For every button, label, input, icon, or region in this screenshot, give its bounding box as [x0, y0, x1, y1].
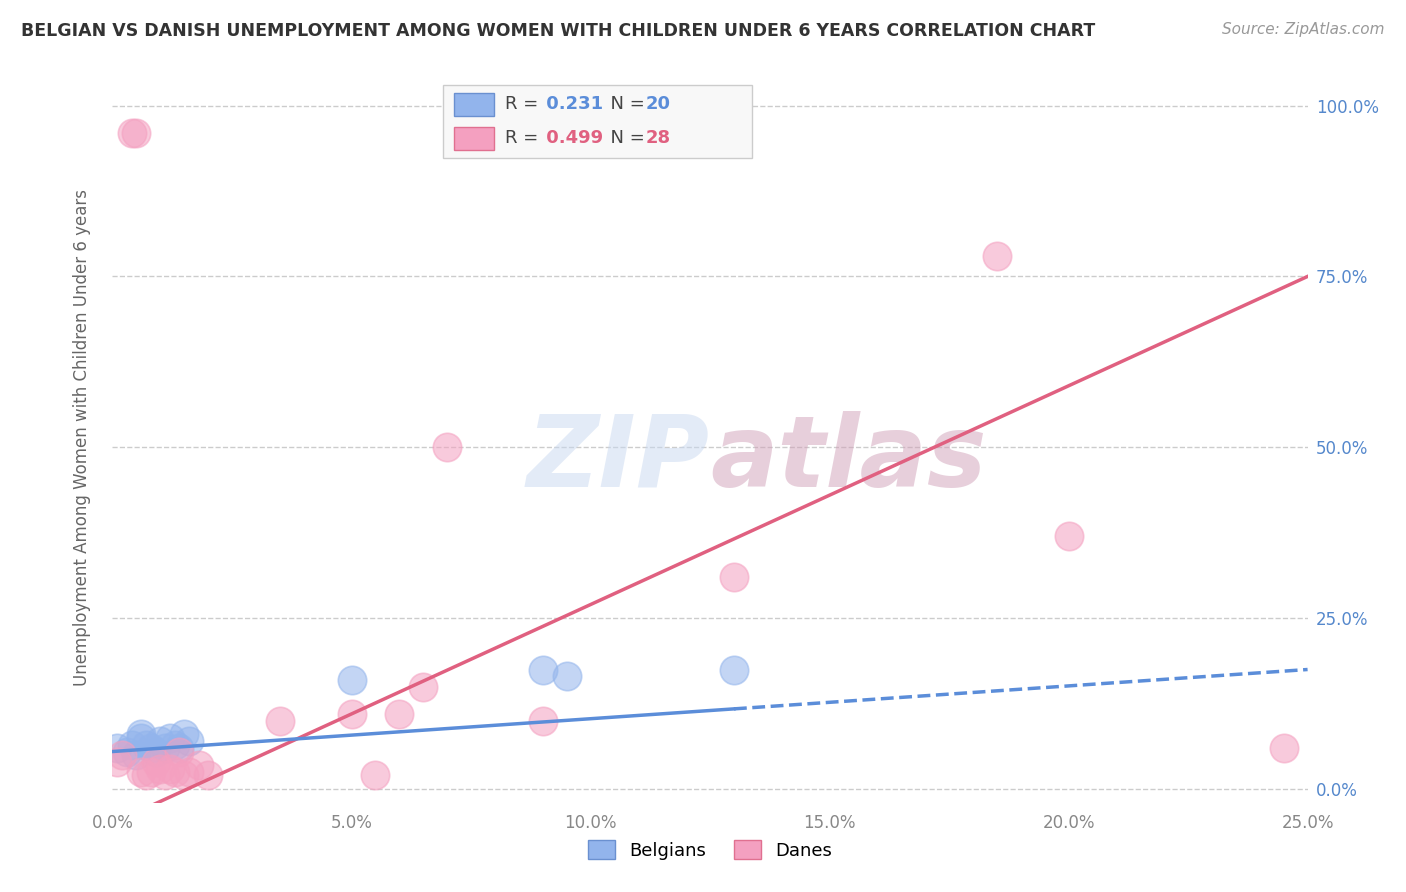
Point	[125, 126, 148, 140]
Text: BELGIAN VS DANISH UNEMPLOYMENT AMONG WOMEN WITH CHILDREN UNDER 6 YEARS CORRELATI: BELGIAN VS DANISH UNEMPLOYMENT AMONG WOM…	[21, 22, 1095, 40]
Point	[163, 765, 186, 780]
Point	[135, 768, 157, 782]
Point	[364, 768, 387, 782]
Point	[149, 734, 172, 748]
Point	[986, 249, 1008, 263]
Point	[340, 706, 363, 721]
Point	[121, 126, 143, 140]
Point	[173, 768, 195, 782]
Point	[153, 768, 176, 782]
Point	[169, 741, 191, 756]
Point	[412, 680, 434, 694]
Point	[187, 758, 209, 772]
Point	[531, 663, 554, 677]
Point	[197, 768, 219, 782]
Point	[145, 745, 167, 759]
Y-axis label: Unemployment Among Women with Children Under 6 years: Unemployment Among Women with Children U…	[73, 188, 91, 686]
Point	[149, 762, 172, 776]
Point	[105, 741, 128, 756]
Text: Source: ZipAtlas.com: Source: ZipAtlas.com	[1222, 22, 1385, 37]
Point	[555, 669, 578, 683]
Point	[388, 706, 411, 721]
Point	[145, 755, 167, 769]
Point	[723, 663, 745, 677]
Text: atlas: atlas	[710, 410, 987, 508]
Point	[105, 755, 128, 769]
Text: N =: N =	[599, 95, 651, 113]
Text: N =: N =	[599, 129, 651, 147]
Point	[159, 731, 181, 745]
Point	[115, 745, 138, 759]
Point	[129, 765, 152, 780]
Text: 0.499: 0.499	[540, 129, 603, 147]
Point	[139, 741, 162, 756]
Point	[436, 440, 458, 454]
Point	[125, 747, 148, 762]
Text: 28: 28	[645, 129, 671, 147]
Point	[169, 745, 191, 759]
Point	[723, 570, 745, 584]
Point	[139, 765, 162, 780]
Text: R =: R =	[505, 95, 544, 113]
Point	[340, 673, 363, 687]
Text: 20: 20	[645, 95, 671, 113]
Point	[135, 738, 157, 752]
Text: 0.231: 0.231	[540, 95, 603, 113]
Point	[159, 762, 181, 776]
Point	[163, 738, 186, 752]
Point	[129, 731, 152, 745]
Point	[269, 714, 291, 728]
Point	[531, 714, 554, 728]
Text: R =: R =	[505, 129, 544, 147]
Point	[177, 734, 200, 748]
Point	[1272, 741, 1295, 756]
Point	[121, 738, 143, 752]
Legend: Belgians, Danes: Belgians, Danes	[581, 833, 839, 867]
Point	[111, 747, 134, 762]
Point	[177, 765, 200, 780]
Point	[129, 727, 152, 741]
Point	[153, 741, 176, 756]
Point	[1057, 529, 1080, 543]
Text: ZIP: ZIP	[527, 410, 710, 508]
Point	[173, 727, 195, 741]
